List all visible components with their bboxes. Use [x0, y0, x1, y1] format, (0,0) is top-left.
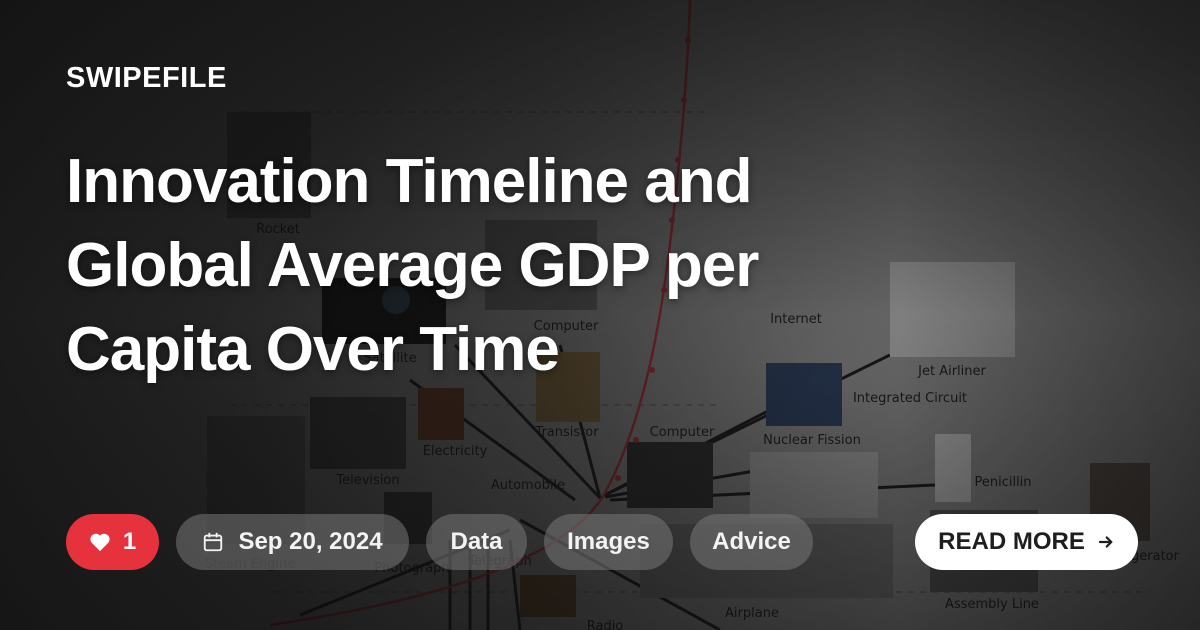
- arrow-right-icon: [1097, 533, 1115, 551]
- read-more-label: READ MORE: [938, 528, 1085, 555]
- like-button[interactable]: 1: [66, 514, 159, 570]
- tag-images[interactable]: Images: [544, 514, 673, 570]
- article-title: Innovation Timeline and Global Average G…: [66, 147, 759, 384]
- calendar-icon: [202, 531, 224, 553]
- read-more-button[interactable]: READ MORE: [915, 514, 1138, 570]
- heart-icon: [89, 532, 111, 552]
- tag-advice[interactable]: Advice: [690, 514, 813, 570]
- brand-name[interactable]: SWIPEFILE: [66, 62, 227, 94]
- post-date: Sep 20, 2024: [238, 528, 383, 555]
- date-badge: Sep 20, 2024: [176, 514, 409, 570]
- tag-data[interactable]: Data: [426, 514, 527, 570]
- like-count: 1: [122, 528, 137, 555]
